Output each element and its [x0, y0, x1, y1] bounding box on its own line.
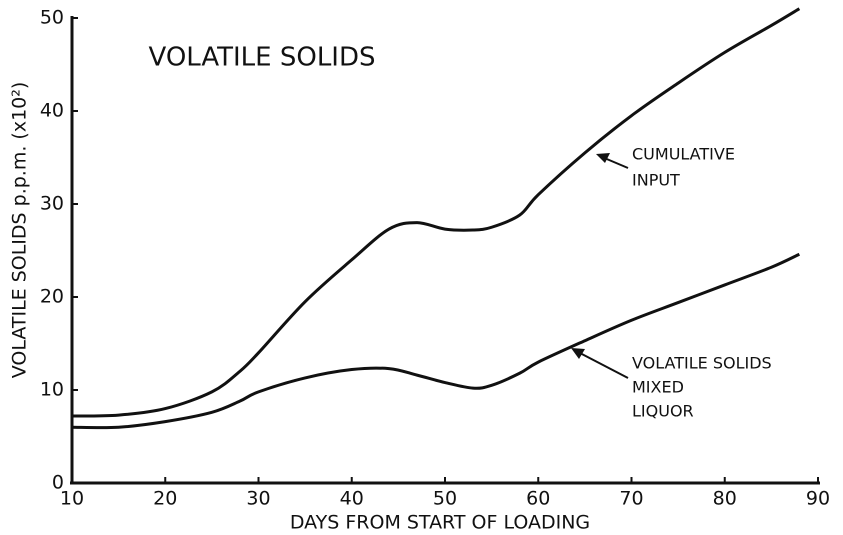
arrow-head [596, 153, 610, 163]
y-tick-label: 10 [40, 379, 64, 401]
x-tick-label: 70 [619, 488, 643, 510]
annotation: CUMULATIVE [632, 145, 735, 164]
x-tick-label: 40 [340, 488, 364, 510]
y-axis-label: VOLATILE SOLIDS p.p.m. (x10²) [9, 82, 31, 379]
y-tick-label: 50 [40, 7, 64, 29]
x-tick-label: 10 [60, 488, 84, 510]
data-line [71, 7, 801, 418]
data-line [71, 252, 800, 430]
x-tick-label: 20 [153, 488, 177, 510]
y-tick-label: 20 [40, 286, 64, 308]
x-tick-label: 30 [246, 488, 270, 510]
x-tick-label: 60 [526, 488, 550, 510]
x-tick-label: 50 [433, 488, 457, 510]
annotation-arrow [577, 351, 629, 379]
arrow-head [571, 348, 585, 359]
annotation: VOLATILE SOLIDS [632, 354, 772, 373]
x-tick-label: 80 [713, 488, 737, 510]
y-tick-label: 40 [40, 100, 64, 122]
annotation: MIXED [632, 378, 684, 397]
y-tick-label: 30 [40, 193, 64, 215]
y-tick-label: 0 [52, 472, 64, 494]
x-tick-label: 90 [806, 488, 830, 510]
annotation: LIQUOR [632, 402, 694, 421]
chart-title: VOLATILE SOLIDS [148, 43, 375, 73]
x-axis-label: DAYS FROM START OF LOADING [290, 512, 590, 534]
annotation: INPUT [632, 171, 680, 190]
